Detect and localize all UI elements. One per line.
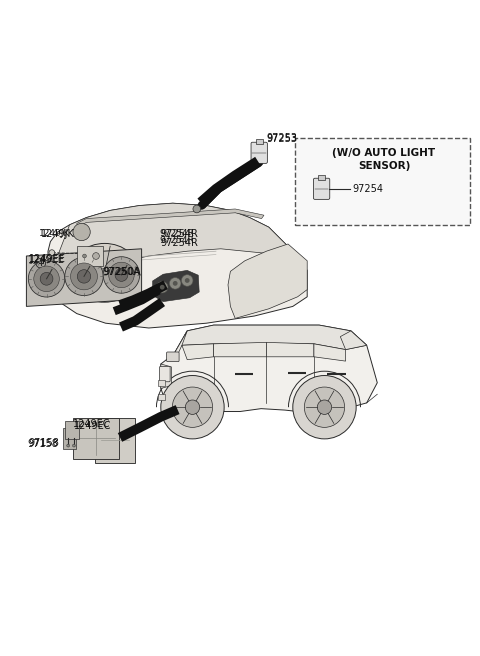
Circle shape	[193, 205, 201, 213]
Ellipse shape	[293, 375, 356, 439]
Circle shape	[181, 275, 193, 286]
Polygon shape	[182, 344, 214, 359]
Ellipse shape	[115, 268, 128, 281]
Text: 1249EE: 1249EE	[29, 255, 66, 264]
Text: 97254R: 97254R	[159, 229, 194, 238]
Text: 97250A: 97250A	[102, 267, 140, 277]
Ellipse shape	[317, 400, 332, 415]
Text: 1249JK: 1249JK	[41, 230, 75, 239]
Text: 1249EC: 1249EC	[73, 419, 111, 429]
FancyBboxPatch shape	[65, 420, 79, 440]
Circle shape	[169, 277, 181, 289]
FancyBboxPatch shape	[251, 142, 267, 163]
Polygon shape	[174, 325, 367, 354]
Circle shape	[49, 250, 55, 256]
Ellipse shape	[77, 270, 91, 283]
Polygon shape	[26, 249, 142, 306]
Polygon shape	[77, 209, 264, 227]
FancyBboxPatch shape	[167, 352, 179, 361]
Polygon shape	[314, 344, 346, 361]
Ellipse shape	[71, 263, 97, 290]
Circle shape	[173, 281, 178, 286]
Ellipse shape	[103, 256, 140, 293]
Ellipse shape	[172, 387, 213, 427]
Ellipse shape	[108, 262, 134, 288]
Ellipse shape	[185, 400, 200, 415]
FancyBboxPatch shape	[95, 418, 135, 463]
Polygon shape	[174, 331, 187, 359]
Text: 97158: 97158	[29, 438, 60, 448]
Polygon shape	[266, 342, 314, 357]
FancyBboxPatch shape	[77, 247, 103, 266]
Polygon shape	[228, 244, 307, 318]
Polygon shape	[161, 325, 377, 411]
Circle shape	[156, 281, 168, 293]
Text: 1249JK: 1249JK	[39, 229, 71, 238]
Circle shape	[72, 444, 75, 447]
Ellipse shape	[70, 243, 139, 302]
Circle shape	[185, 278, 190, 283]
Text: 97254R: 97254R	[159, 236, 194, 245]
Bar	[158, 394, 165, 400]
Circle shape	[160, 285, 165, 289]
Ellipse shape	[161, 375, 224, 439]
Ellipse shape	[99, 268, 110, 277]
Polygon shape	[58, 203, 293, 285]
Ellipse shape	[304, 387, 345, 427]
FancyBboxPatch shape	[159, 367, 170, 382]
Ellipse shape	[28, 260, 65, 297]
Text: SENSOR): SENSOR)	[358, 161, 410, 171]
Ellipse shape	[65, 257, 103, 296]
Ellipse shape	[34, 266, 60, 291]
Circle shape	[83, 254, 86, 258]
Text: 97158: 97158	[28, 439, 59, 449]
Ellipse shape	[40, 272, 53, 285]
Circle shape	[67, 444, 70, 447]
Polygon shape	[340, 331, 367, 350]
Text: 97254R: 97254R	[161, 237, 199, 247]
Polygon shape	[161, 364, 171, 388]
Text: 97254R: 97254R	[161, 230, 199, 239]
Text: 97253: 97253	[266, 133, 298, 144]
Text: 1249EE: 1249EE	[28, 255, 65, 265]
Text: 1249EC: 1249EC	[74, 421, 112, 432]
Text: 97253: 97253	[266, 134, 298, 144]
Polygon shape	[48, 203, 307, 328]
Bar	[318, 175, 325, 180]
Bar	[158, 380, 165, 386]
Circle shape	[93, 253, 99, 259]
Polygon shape	[214, 342, 266, 357]
Circle shape	[73, 223, 90, 241]
Bar	[256, 139, 263, 144]
FancyBboxPatch shape	[313, 178, 330, 199]
FancyBboxPatch shape	[63, 428, 76, 449]
Text: (W/O AUTO LIGHT: (W/O AUTO LIGHT	[333, 148, 435, 158]
Text: 97254: 97254	[353, 184, 384, 194]
Text: 97250A: 97250A	[103, 267, 141, 277]
FancyBboxPatch shape	[73, 418, 119, 459]
Polygon shape	[153, 270, 199, 302]
FancyBboxPatch shape	[295, 138, 470, 225]
